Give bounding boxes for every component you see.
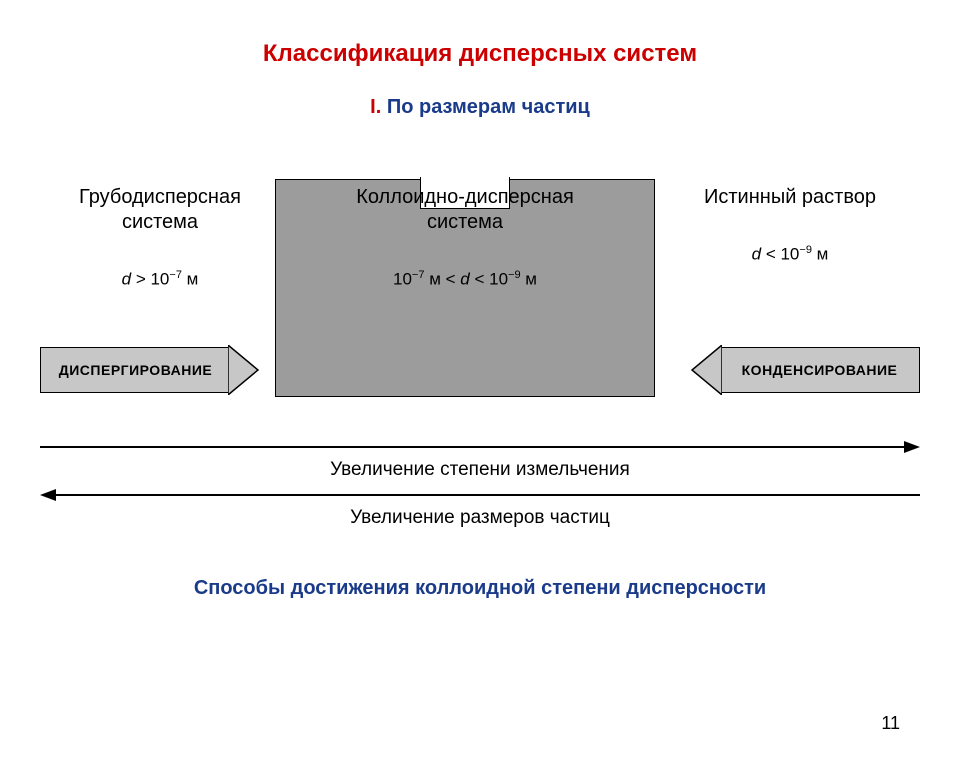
long-arrows-block: Увеличение степени измельчения Увеличени… bbox=[40, 439, 920, 529]
coarse-range: d > 10−7 м bbox=[60, 269, 260, 290]
subtitle: I. По размерам частиц bbox=[0, 96, 960, 119]
coarse-label-l2: система bbox=[60, 210, 260, 235]
subtitle-rest: По размерам частиц bbox=[381, 96, 590, 118]
colloid-label-l1: Коллоидно-дисперсная bbox=[300, 185, 630, 210]
main-title: Классификация дисперсных систем bbox=[0, 40, 960, 68]
dispersing-arrow-head-icon bbox=[228, 345, 262, 395]
subtitle-roman: I. bbox=[370, 96, 381, 118]
condensing-arrow: КОНДЕНСИРОВАНИЕ bbox=[720, 347, 920, 393]
classification-diagram: Грубодисперсная система d > 10−7 м Колло… bbox=[40, 179, 920, 429]
arrow-right-long-icon bbox=[40, 439, 920, 455]
coarse-label-l1: Грубодисперсная bbox=[60, 185, 260, 210]
page-number: 11 bbox=[881, 713, 900, 734]
column-colloid: Коллоидно-дисперсная система 10−7 м < d … bbox=[300, 185, 630, 290]
colloid-range: 10−7 м < d < 10−9 м bbox=[300, 269, 630, 290]
arrow-left-long-icon bbox=[40, 487, 920, 503]
increase-size-label: Увеличение размеров частиц bbox=[40, 507, 920, 529]
increase-grinding-label: Увеличение степени измельчения bbox=[40, 459, 920, 481]
solution-label-l1: Истинный раствор bbox=[680, 185, 900, 210]
condensing-label: КОНДЕНСИРОВАНИЕ bbox=[742, 362, 898, 378]
solution-range: d < 10−9 м bbox=[680, 244, 900, 265]
column-coarse: Грубодисперсная система d > 10−7 м bbox=[60, 185, 260, 290]
dispersing-arrow: ДИСПЕРГИРОВАНИЕ bbox=[40, 347, 230, 393]
dispersing-label: ДИСПЕРГИРОВАНИЕ bbox=[59, 362, 212, 378]
column-solution: Истинный раствор d < 10−9 м bbox=[680, 185, 900, 265]
colloid-label-l2: система bbox=[300, 210, 630, 235]
bottom-caption: Способы достижения коллоидной степени ди… bbox=[0, 577, 960, 600]
condensing-arrow-head-icon bbox=[688, 345, 722, 395]
